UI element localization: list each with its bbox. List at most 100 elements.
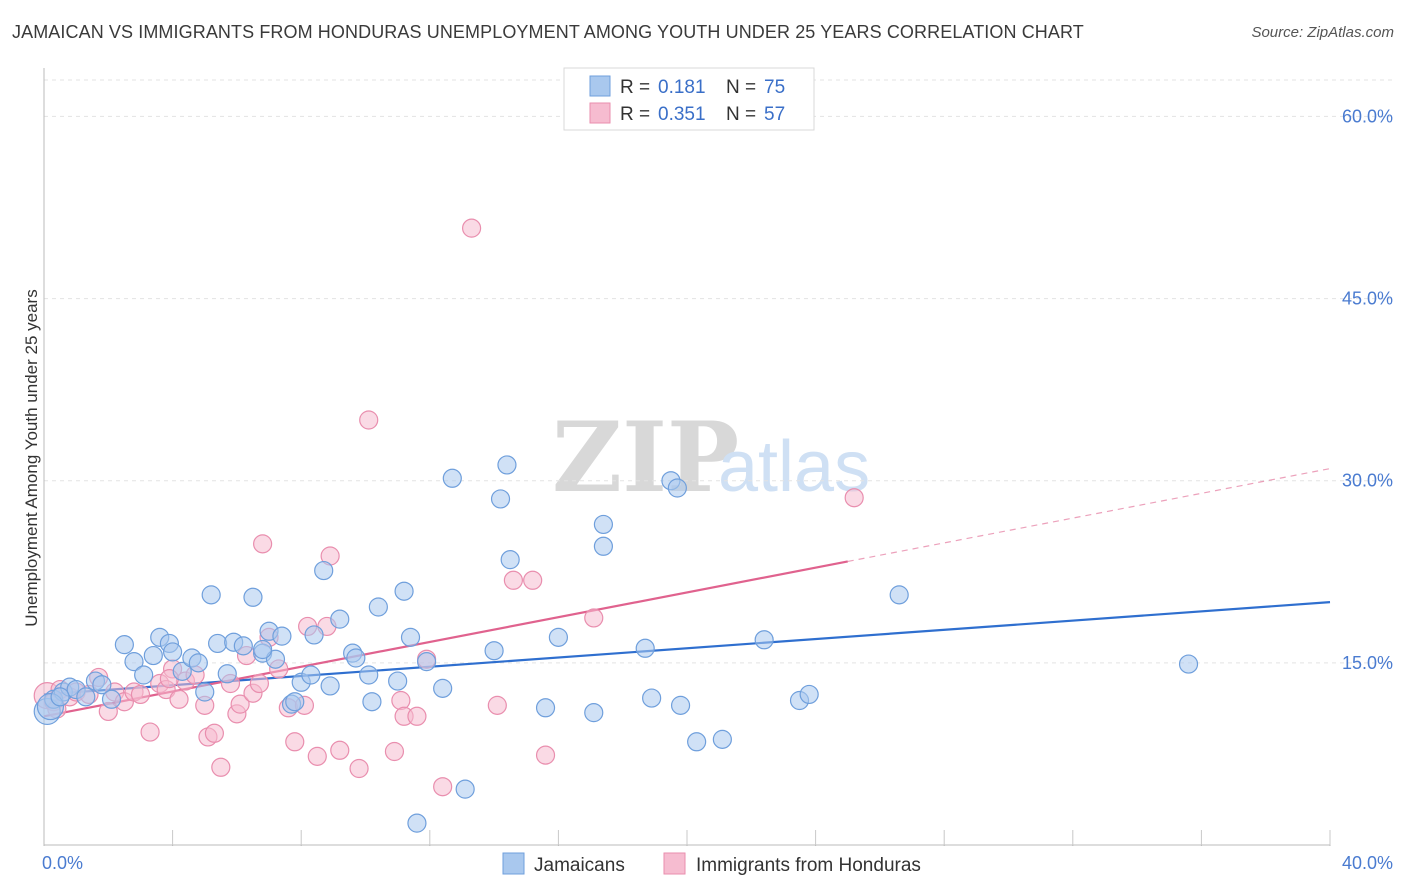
honduras-point bbox=[407, 706, 427, 726]
jamaican-point bbox=[500, 550, 520, 570]
jamaican-point bbox=[320, 676, 340, 696]
honduras-point bbox=[384, 741, 405, 762]
legend-n-value-2: 57 bbox=[764, 104, 785, 125]
jamaican-point bbox=[330, 609, 350, 629]
x-tick-label: 0.0% bbox=[42, 853, 83, 873]
jamaican-point bbox=[92, 675, 112, 695]
y-tick-label: 15.0% bbox=[1342, 653, 1393, 673]
jamaican-point bbox=[400, 627, 421, 647]
honduras-point bbox=[349, 758, 369, 779]
source-label: Source: ZipAtlas.com bbox=[1251, 24, 1394, 41]
jamaican-point bbox=[584, 703, 604, 723]
legend-n-label-1: N = bbox=[726, 77, 756, 98]
honduras-point bbox=[487, 695, 507, 715]
honduras-point bbox=[307, 746, 327, 766]
jamaican-point bbox=[76, 687, 96, 707]
jamaican-point bbox=[243, 587, 263, 607]
watermark-zip: ZIP bbox=[552, 401, 739, 514]
legend-swatch-jamaicans bbox=[589, 75, 611, 97]
jamaican-point bbox=[163, 642, 183, 662]
jamaican-point bbox=[442, 468, 462, 488]
jamaican-point bbox=[407, 813, 427, 833]
jamaican-point bbox=[635, 638, 655, 658]
jamaican-point bbox=[642, 688, 662, 708]
honduras-point bbox=[211, 757, 231, 777]
honduras-point bbox=[253, 534, 273, 554]
jamaican-points bbox=[33, 455, 1199, 833]
jamaican-point bbox=[455, 779, 475, 799]
jamaican-point bbox=[217, 664, 237, 684]
jamaican-point bbox=[314, 560, 334, 581]
jamaican-point bbox=[667, 478, 687, 498]
jamaican-point bbox=[712, 729, 732, 749]
legend-r-value-2: 0.351 bbox=[658, 104, 706, 125]
jamaican-point bbox=[272, 626, 292, 646]
jamaican-point bbox=[114, 635, 134, 655]
honduras-point bbox=[130, 684, 151, 705]
honduras-point bbox=[503, 570, 523, 590]
jamaican-point bbox=[233, 636, 253, 656]
honduras-point bbox=[535, 745, 556, 765]
jamaican-point bbox=[124, 652, 144, 672]
watermark: ZIP atlas bbox=[552, 401, 870, 514]
jamaican-point bbox=[304, 625, 324, 645]
jamaican-point bbox=[143, 645, 163, 666]
honduras-point bbox=[433, 777, 453, 797]
legend-r-label-1: R = bbox=[620, 77, 650, 98]
jamaican-point bbox=[416, 652, 437, 672]
jamaican-point bbox=[394, 581, 414, 601]
jamaican-point bbox=[388, 671, 408, 691]
jamaican-point bbox=[535, 698, 556, 718]
jamaican-point bbox=[188, 653, 208, 673]
jamaican-point bbox=[172, 661, 192, 681]
honduras-point bbox=[359, 410, 379, 430]
legend-swatch-honduras bbox=[589, 102, 611, 124]
jamaican-point bbox=[433, 678, 453, 698]
jamaican-point bbox=[1178, 654, 1199, 674]
honduras-point bbox=[285, 732, 305, 752]
series-legend: Jamaicans Immigrants from Honduras bbox=[502, 852, 921, 876]
axis-layer: 15.0% 30.0% 45.0% 60.0% 0.0% 40.0% bbox=[42, 68, 1393, 873]
x-tick-label: 40.0% bbox=[1342, 853, 1393, 873]
jamaican-point bbox=[101, 689, 122, 709]
bottom-legend-swatch-honduras bbox=[663, 852, 686, 875]
correlation-legend: R = 0.181 N = 75 R = 0.351 N = 57 bbox=[563, 67, 815, 131]
jamaican-point bbox=[362, 692, 382, 712]
jamaican-point bbox=[548, 627, 569, 647]
bottom-legend-honduras: Immigrants from Honduras bbox=[696, 855, 921, 876]
bottom-legend-swatch-jamaicans bbox=[502, 852, 525, 875]
jamaican-point bbox=[301, 665, 321, 685]
jamaican-point bbox=[134, 665, 154, 685]
honduras-point bbox=[584, 608, 604, 628]
honduras-point bbox=[461, 218, 482, 238]
jamaican-point bbox=[687, 732, 707, 752]
y-tick-label: 30.0% bbox=[1342, 471, 1393, 491]
honduras-point bbox=[249, 673, 270, 694]
jamaican-point bbox=[359, 665, 379, 685]
jamaican-point bbox=[593, 536, 614, 556]
jamaican-point bbox=[253, 639, 273, 660]
y-tick-label: 45.0% bbox=[1342, 289, 1393, 309]
jamaican-point bbox=[195, 682, 215, 702]
jamaican-point bbox=[368, 597, 388, 617]
jamaican-point bbox=[50, 687, 70, 707]
jamaican-point bbox=[285, 692, 305, 712]
chart-title: JAMAICAN VS IMMIGRANTS FROM HONDURAS UNE… bbox=[12, 22, 1084, 42]
honduras-point bbox=[844, 488, 864, 508]
jamaican-point bbox=[201, 585, 221, 605]
jamaican-point bbox=[889, 585, 909, 605]
honduras-point bbox=[169, 689, 189, 709]
legend-r-value-1: 0.181 bbox=[658, 77, 706, 98]
jamaican-point bbox=[208, 633, 228, 654]
honduras-point bbox=[330, 740, 350, 760]
y-axis-label: Unemployment Among Youth under 25 years bbox=[22, 289, 41, 626]
jamaican-point bbox=[346, 648, 366, 668]
jamaican-point bbox=[670, 695, 691, 715]
jamaican-point bbox=[490, 489, 511, 509]
legend-r-label-2: R = bbox=[620, 104, 650, 125]
legend-n-label-2: N = bbox=[726, 104, 756, 125]
jamaican-point bbox=[497, 455, 517, 475]
jamaican-point bbox=[754, 630, 774, 650]
jamaican-point bbox=[799, 684, 819, 705]
